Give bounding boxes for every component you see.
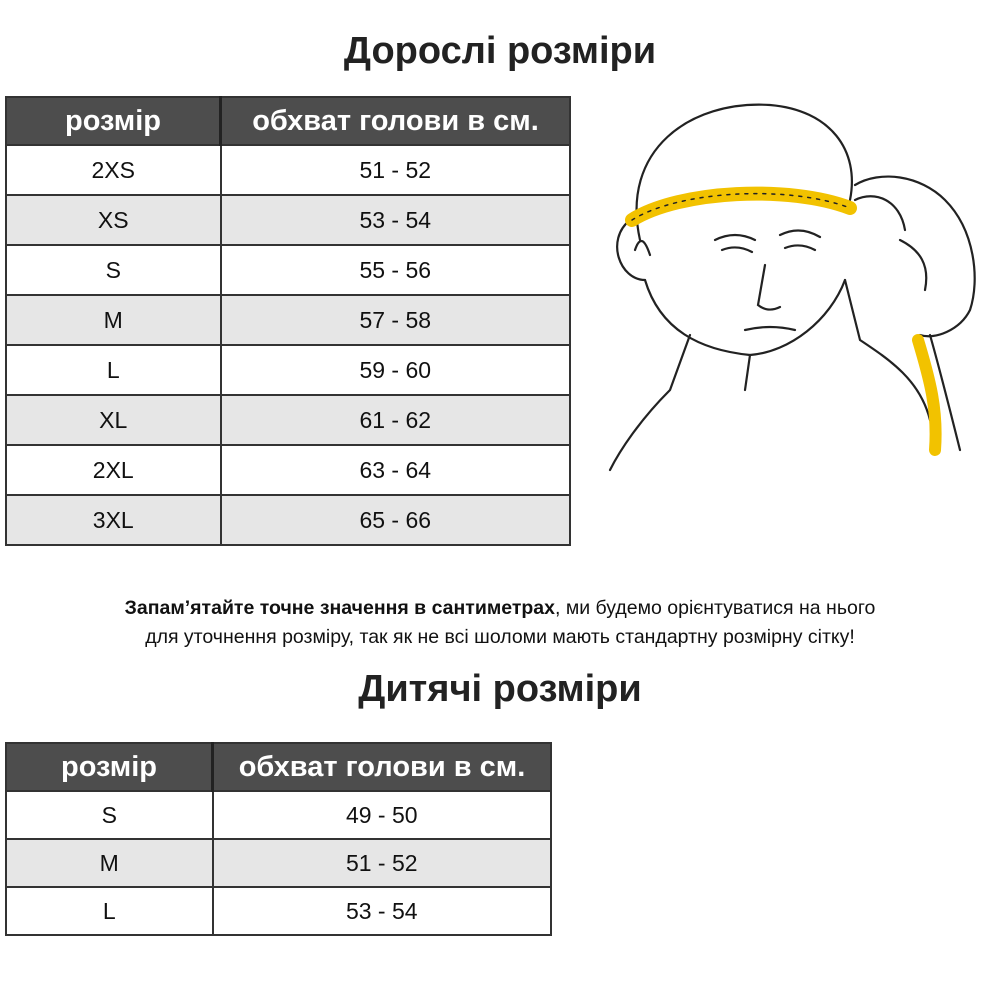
size-cell: 3XL bbox=[5, 494, 222, 546]
table-row: XL 61 - 62 bbox=[5, 394, 571, 446]
circumference-cell: 63 - 64 bbox=[219, 444, 571, 496]
adult-sizes-title: Дорослі розміри bbox=[343, 30, 657, 72]
circumference-cell: 65 - 66 bbox=[219, 494, 571, 546]
circumference-cell: 53 - 54 bbox=[211, 886, 552, 936]
table-row: XS 53 - 54 bbox=[5, 194, 571, 246]
size-cell: S bbox=[5, 790, 214, 840]
table-row: M 57 - 58 bbox=[5, 294, 571, 346]
head-measurement-illustration bbox=[608, 103, 976, 472]
size-cell: M bbox=[5, 838, 214, 888]
circumference-cell: 53 - 54 bbox=[219, 194, 571, 246]
size-cell: 2XS bbox=[5, 144, 222, 196]
size-cell: 2XL bbox=[5, 444, 222, 496]
table-row: 2XL 63 - 64 bbox=[5, 444, 571, 496]
table-row: L 59 - 60 bbox=[5, 344, 571, 396]
circumference-cell: 49 - 50 bbox=[211, 790, 552, 840]
size-cell: XL bbox=[5, 394, 222, 446]
table-header: розмір обхват голови в см. bbox=[6, 97, 570, 145]
size-cell: S bbox=[5, 244, 222, 296]
kids-sizes-title: Дитячі розміри bbox=[358, 668, 642, 710]
circumference-cell: 51 - 52 bbox=[219, 144, 571, 196]
size-cell: M bbox=[5, 294, 222, 346]
header-size: розмір bbox=[6, 743, 214, 791]
size-cell: L bbox=[5, 344, 222, 396]
adult-size-table: розмір обхват голови в см. 2XS 51 - 52 XS 5… bbox=[5, 96, 571, 546]
kids-size-table: розмір обхват голови в см. S 49 - 50 M 51 -… bbox=[5, 742, 552, 936]
circumference-cell: 51 - 52 bbox=[211, 838, 552, 888]
table-row: S 49 - 50 bbox=[5, 790, 552, 840]
table-header: розмір обхват голови в см. bbox=[6, 743, 551, 791]
circumference-cell: 59 - 60 bbox=[219, 344, 571, 396]
size-cell: XS bbox=[5, 194, 222, 246]
table-row: M 51 - 52 bbox=[5, 838, 552, 888]
header-head-circumference: обхват голови в см. bbox=[220, 97, 570, 145]
circumference-cell: 61 - 62 bbox=[219, 394, 571, 446]
header-head-circumference: обхват голови в см. bbox=[212, 743, 551, 791]
table-row: L 53 - 54 bbox=[5, 886, 552, 936]
note-text-line2: для уточнення розміру, так як не всі шол… bbox=[145, 626, 855, 648]
table-row: 2XS 51 - 52 bbox=[5, 144, 571, 196]
size-cell: L bbox=[5, 886, 214, 936]
circumference-cell: 55 - 56 bbox=[219, 244, 571, 296]
circumference-cell: 57 - 58 bbox=[219, 294, 571, 346]
note-text-line1: , ми будемо орієнтуватися на нього bbox=[554, 597, 876, 619]
note-bold-text: Запам’ятайте точне значення в сантиметра… bbox=[124, 597, 555, 619]
table-row: 3XL 65 - 66 bbox=[5, 494, 571, 546]
table-row: S 55 - 56 bbox=[5, 244, 571, 296]
header-size: розмір bbox=[6, 97, 222, 145]
measurement-note: Запам’ятайте точне значення в сантиметра… bbox=[0, 594, 1000, 652]
